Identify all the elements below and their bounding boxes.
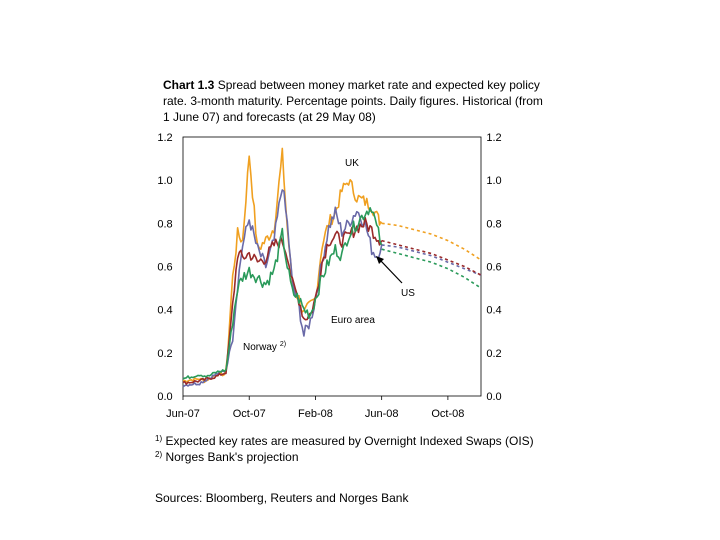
footnote-1-text: Expected key rates are measured by Overn… [165,434,534,448]
norway-label-text: Norway [243,342,277,353]
sources: Sources: Bloomberg, Reuters and Norges B… [155,491,409,505]
plot-area [182,136,482,397]
y-tick-label-right: 1.2 [486,132,501,144]
footnote-1-marker: 1) [155,434,163,443]
footnote-2-marker: 2) [155,450,163,459]
y-tick-label-left: 1.0 [157,175,172,187]
y-tick-label-left: 1.2 [157,132,172,144]
y-tick-label-left: 0.0 [157,391,172,403]
us-arrow-head [376,256,384,264]
us-arrow-line [379,259,403,284]
chart-number: Chart 1.3 [163,78,215,92]
x-tick-label: Oct-07 [233,408,266,420]
y-tick-label-right: 0.6 [486,262,501,274]
y-tick-label-right: 0.2 [486,348,501,360]
us-label: US [401,288,415,299]
x-tick-label: Oct-08 [431,408,464,420]
series-layer [182,147,482,388]
footnotes: 1) Expected key rates are measured by Ov… [155,433,535,465]
y-tick-label-left: 0.4 [157,305,172,317]
series-norway- [182,207,482,380]
chart-description: Spread between money market rate and exp… [163,78,543,124]
y-tick-label-right: 0.0 [486,391,501,403]
x-tick-label: Feb-08 [298,408,333,420]
series-us [182,189,482,388]
series-forecast-line [381,222,482,261]
footnote-1: 1) Expected key rates are measured by Ov… [155,433,535,449]
norway-label: Norway 2) [243,341,286,353]
series-line [182,207,383,380]
y-tick-label-left: 0.2 [157,348,172,360]
euro-area-label: Euro area [331,315,375,326]
series-line [182,189,383,388]
annotation-layer: UK US Euro area Norway 2) [243,158,415,353]
y-tick-label-right: 1.0 [486,175,501,187]
x-tick-label: Jun-08 [365,408,399,420]
y-tick-label-right: 0.4 [486,305,501,317]
y-tick-label-left: 0.8 [157,218,172,230]
norway-label-sup: 2) [280,341,286,348]
series-forecast-line [381,239,482,276]
chart-title: Chart 1.3 Spread between money market ra… [163,77,543,125]
footnote-2: 2) Norges Bank's projection [155,449,535,465]
y-tick-label-right: 0.8 [486,218,501,230]
footnote-2-text: Norges Bank's projection [165,450,299,464]
uk-label: UK [345,158,359,169]
chart-axes: 0.0 0.0 0.2 0.2 0.4 0.4 0.6 0.6 0.8 0.8 1.0 1.0 1.2 1… [157,132,501,420]
x-tick-label: Jun-07 [166,408,200,420]
series-forecast-line [381,244,482,276]
y-tick-label-left: 0.6 [157,262,172,274]
